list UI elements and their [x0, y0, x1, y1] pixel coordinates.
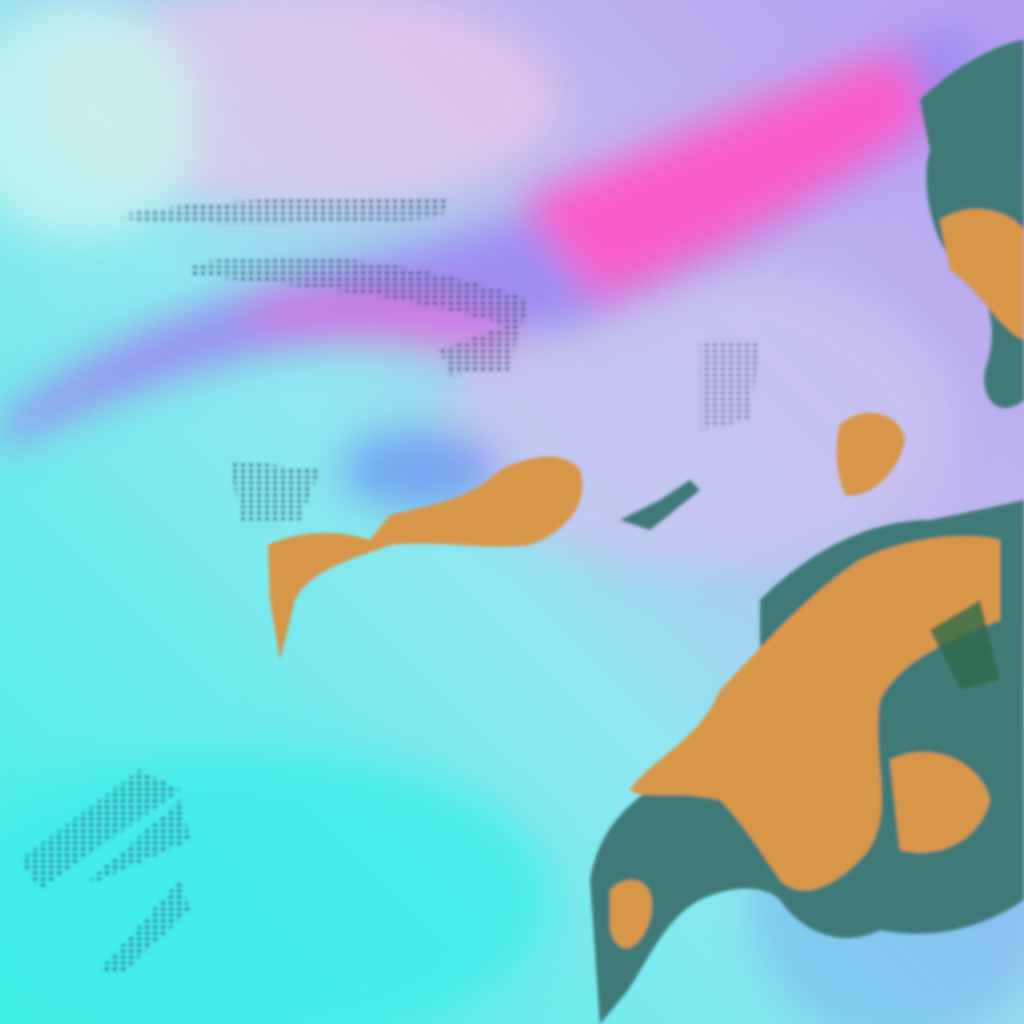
dark-cloud-streaks	[20, 198, 760, 975]
land-masses	[268, 40, 1024, 1024]
